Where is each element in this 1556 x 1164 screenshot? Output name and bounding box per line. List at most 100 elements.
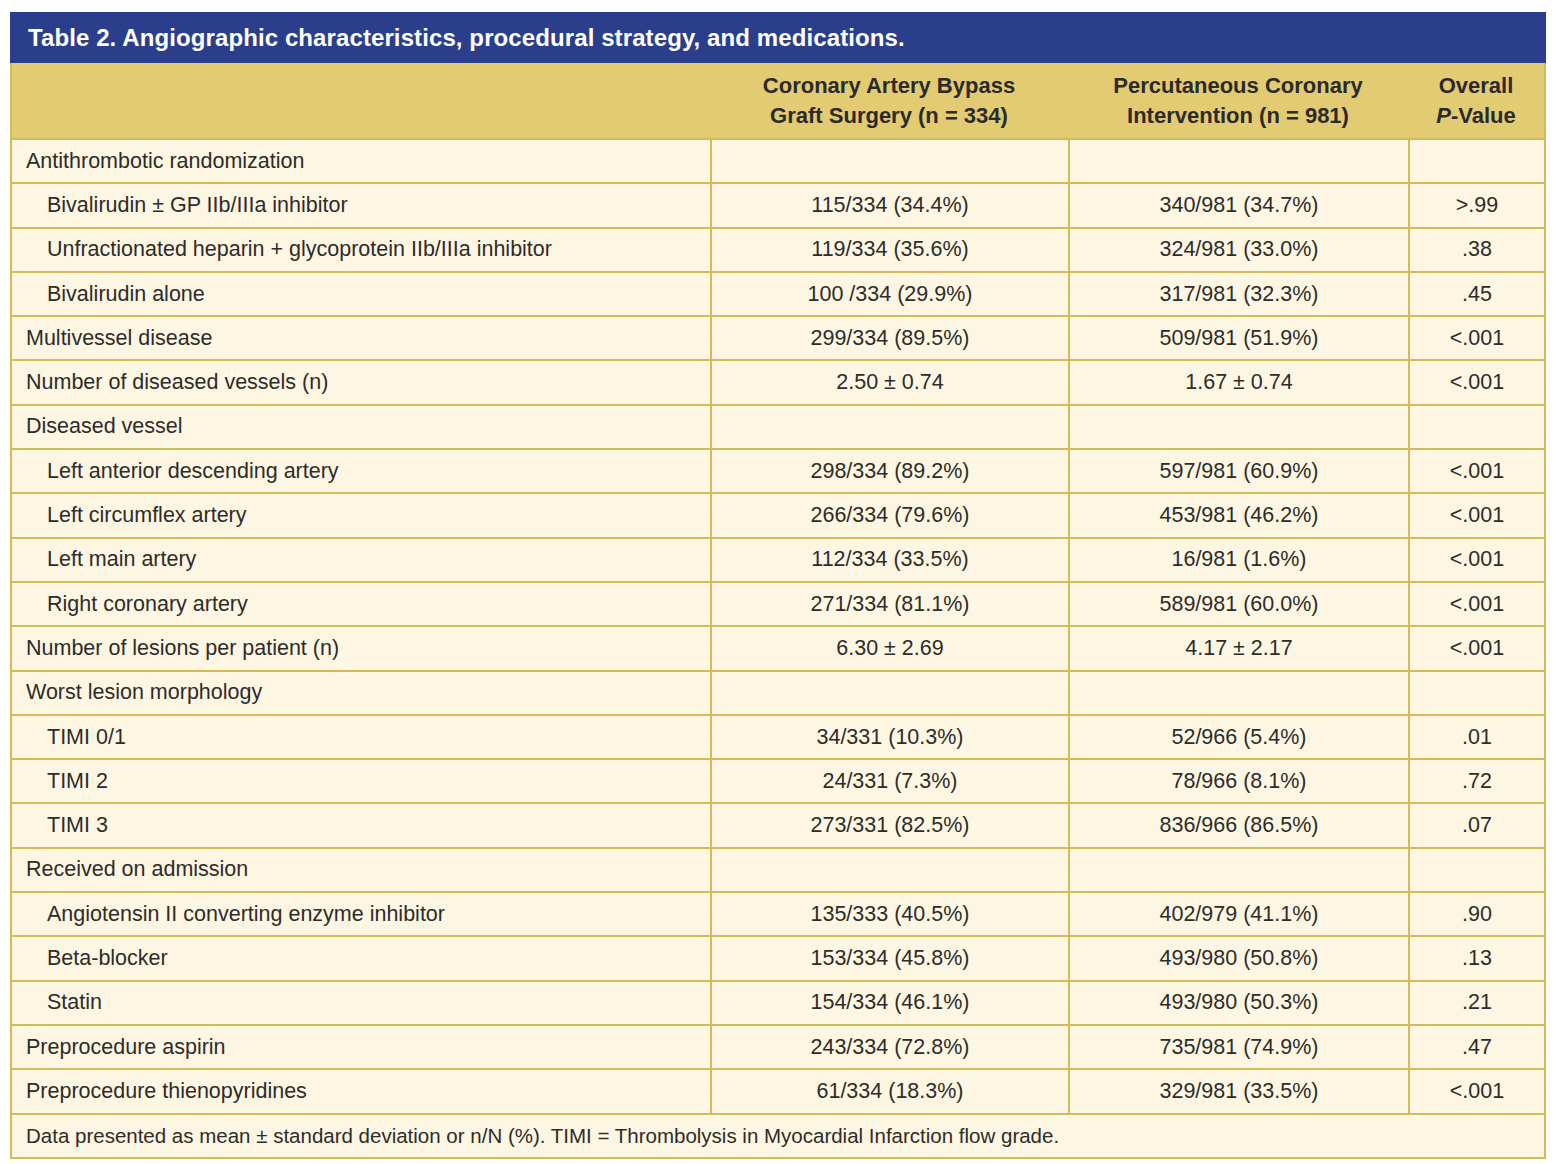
p-value: <.001 [1408, 361, 1544, 403]
column-header-characteristic [12, 63, 710, 138]
p-value: >.99 [1408, 184, 1544, 226]
cabg-value [710, 849, 1068, 891]
p-value: .45 [1408, 273, 1544, 315]
pci-value: 1.67 ± 0.74 [1068, 361, 1408, 403]
pci-value: 509/981 (51.9%) [1068, 317, 1408, 359]
p-value [1408, 140, 1544, 182]
p-value: .01 [1408, 716, 1544, 758]
row-label: Multivessel disease [12, 317, 710, 359]
pci-value: 317/981 (32.3%) [1068, 273, 1408, 315]
cabg-value: 271/334 (81.1%) [710, 583, 1068, 625]
table-row: Left anterior descending artery298/334 (… [12, 448, 1544, 492]
table-title: Table 2. Angiographic characteristics, p… [28, 24, 905, 52]
p-value: <.001 [1408, 1070, 1544, 1112]
table-row: Antithrombotic randomization [12, 138, 1544, 182]
table-row: Worst lesion morphology [12, 670, 1544, 714]
pci-value: 735/981 (74.9%) [1068, 1026, 1408, 1068]
cabg-value: 135/333 (40.5%) [710, 893, 1068, 935]
column-header-cabg-line1: Coronary Artery Bypass [763, 71, 1015, 101]
table-row: Diseased vessel [12, 404, 1544, 448]
table-row: Angiotensin II converting enzyme inhibit… [12, 891, 1544, 935]
row-label: Right coronary artery [12, 583, 710, 625]
row-label: Angiotensin II converting enzyme inhibit… [12, 893, 710, 935]
cabg-value: 100 /334 (29.9%) [710, 273, 1068, 315]
pci-value: 340/981 (34.7%) [1068, 184, 1408, 226]
cabg-value: 24/331 (7.3%) [710, 760, 1068, 802]
row-label: Worst lesion morphology [12, 672, 710, 714]
cabg-value: 273/331 (82.5%) [710, 804, 1068, 846]
pci-value: 324/981 (33.0%) [1068, 229, 1408, 271]
table-row: Unfractionated heparin + glycoprotein II… [12, 227, 1544, 271]
p-value: <.001 [1408, 317, 1544, 359]
pci-value [1068, 672, 1408, 714]
column-header-pvalue: Overall P-Value [1408, 63, 1544, 138]
row-label: Received on admission [12, 849, 710, 891]
pci-value: 453/981 (46.2%) [1068, 494, 1408, 536]
column-header-cabg-line2: Graft Surgery (n = 334) [770, 101, 1008, 131]
pci-value: 52/966 (5.4%) [1068, 716, 1408, 758]
table-row: Preprocedure thienopyridines61/334 (18.3… [12, 1068, 1544, 1112]
cabg-value: 119/334 (35.6%) [710, 229, 1068, 271]
row-label: Preprocedure thienopyridines [12, 1070, 710, 1112]
table-row: Received on admission [12, 847, 1544, 891]
p-value: .90 [1408, 893, 1544, 935]
table-row: Bivalirudin alone100 /334 (29.9%)317/981… [12, 271, 1544, 315]
cabg-value: 112/334 (33.5%) [710, 539, 1068, 581]
p-value: <.001 [1408, 450, 1544, 492]
table-row: Number of lesions per patient (n)6.30 ± … [12, 625, 1544, 669]
row-label: Left main artery [12, 539, 710, 581]
p-value: .13 [1408, 937, 1544, 979]
table-footnote: Data presented as mean ± standard deviat… [26, 1124, 1059, 1148]
p-value: .47 [1408, 1026, 1544, 1068]
cabg-value: 154/334 (46.1%) [710, 982, 1068, 1024]
pci-value [1068, 140, 1408, 182]
row-label: TIMI 0/1 [12, 716, 710, 758]
p-value: <.001 [1408, 494, 1544, 536]
column-header-row: Coronary Artery Bypass Graft Surgery (n … [12, 63, 1544, 138]
table-row: Preprocedure aspirin243/334 (72.8%)735/9… [12, 1024, 1544, 1068]
cabg-value: 266/334 (79.6%) [710, 494, 1068, 536]
column-header-pci-line2: Intervention (n = 981) [1127, 101, 1349, 131]
pci-value: 493/980 (50.3%) [1068, 982, 1408, 1024]
row-label: Preprocedure aspirin [12, 1026, 710, 1068]
row-label: Statin [12, 982, 710, 1024]
row-label: TIMI 3 [12, 804, 710, 846]
table-row: Right coronary artery271/334 (81.1%)589/… [12, 581, 1544, 625]
row-label: Antithrombotic randomization [12, 140, 710, 182]
p-value: .38 [1408, 229, 1544, 271]
p-value [1408, 406, 1544, 448]
pci-value: 4.17 ± 2.17 [1068, 627, 1408, 669]
table-footnote-row: Data presented as mean ± standard deviat… [12, 1113, 1544, 1157]
pci-value: 493/980 (50.8%) [1068, 937, 1408, 979]
row-label: Bivalirudin ± GP IIb/IIIa inhibitor [12, 184, 710, 226]
column-header-pci-line1: Percutaneous Coronary [1113, 71, 1362, 101]
table-row: TIMI 224/331 (7.3%)78/966 (8.1%).72 [12, 758, 1544, 802]
pci-value: 402/979 (41.1%) [1068, 893, 1408, 935]
row-label: Left circumflex artery [12, 494, 710, 536]
pci-value: 836/966 (86.5%) [1068, 804, 1408, 846]
row-label: Number of diseased vessels (n) [12, 361, 710, 403]
pci-value: 329/981 (33.5%) [1068, 1070, 1408, 1112]
row-label: Diseased vessel [12, 406, 710, 448]
row-label: Left anterior descending artery [12, 450, 710, 492]
pci-value: 597/981 (60.9%) [1068, 450, 1408, 492]
pci-value: 589/981 (60.0%) [1068, 583, 1408, 625]
table-row: TIMI 0/134/331 (10.3%)52/966 (5.4%).01 [12, 714, 1544, 758]
pci-value: 16/981 (1.6%) [1068, 539, 1408, 581]
p-value: <.001 [1408, 539, 1544, 581]
pci-value [1068, 849, 1408, 891]
p-value: <.001 [1408, 627, 1544, 669]
pci-value [1068, 406, 1408, 448]
table-row: Number of diseased vessels (n)2.50 ± 0.7… [12, 359, 1544, 403]
pvalue-rest: -Value [1451, 103, 1516, 128]
p-value: .07 [1408, 804, 1544, 846]
pvalue-p-italic: P [1436, 103, 1451, 128]
column-header-pci: Percutaneous Coronary Intervention (n = … [1068, 63, 1408, 138]
cabg-value [710, 672, 1068, 714]
cabg-value: 2.50 ± 0.74 [710, 361, 1068, 403]
pci-value: 78/966 (8.1%) [1068, 760, 1408, 802]
table-row: TIMI 3273/331 (82.5%)836/966 (86.5%).07 [12, 802, 1544, 846]
row-label: TIMI 2 [12, 760, 710, 802]
column-header-cabg: Coronary Artery Bypass Graft Surgery (n … [710, 63, 1068, 138]
cabg-value: 299/334 (89.5%) [710, 317, 1068, 359]
